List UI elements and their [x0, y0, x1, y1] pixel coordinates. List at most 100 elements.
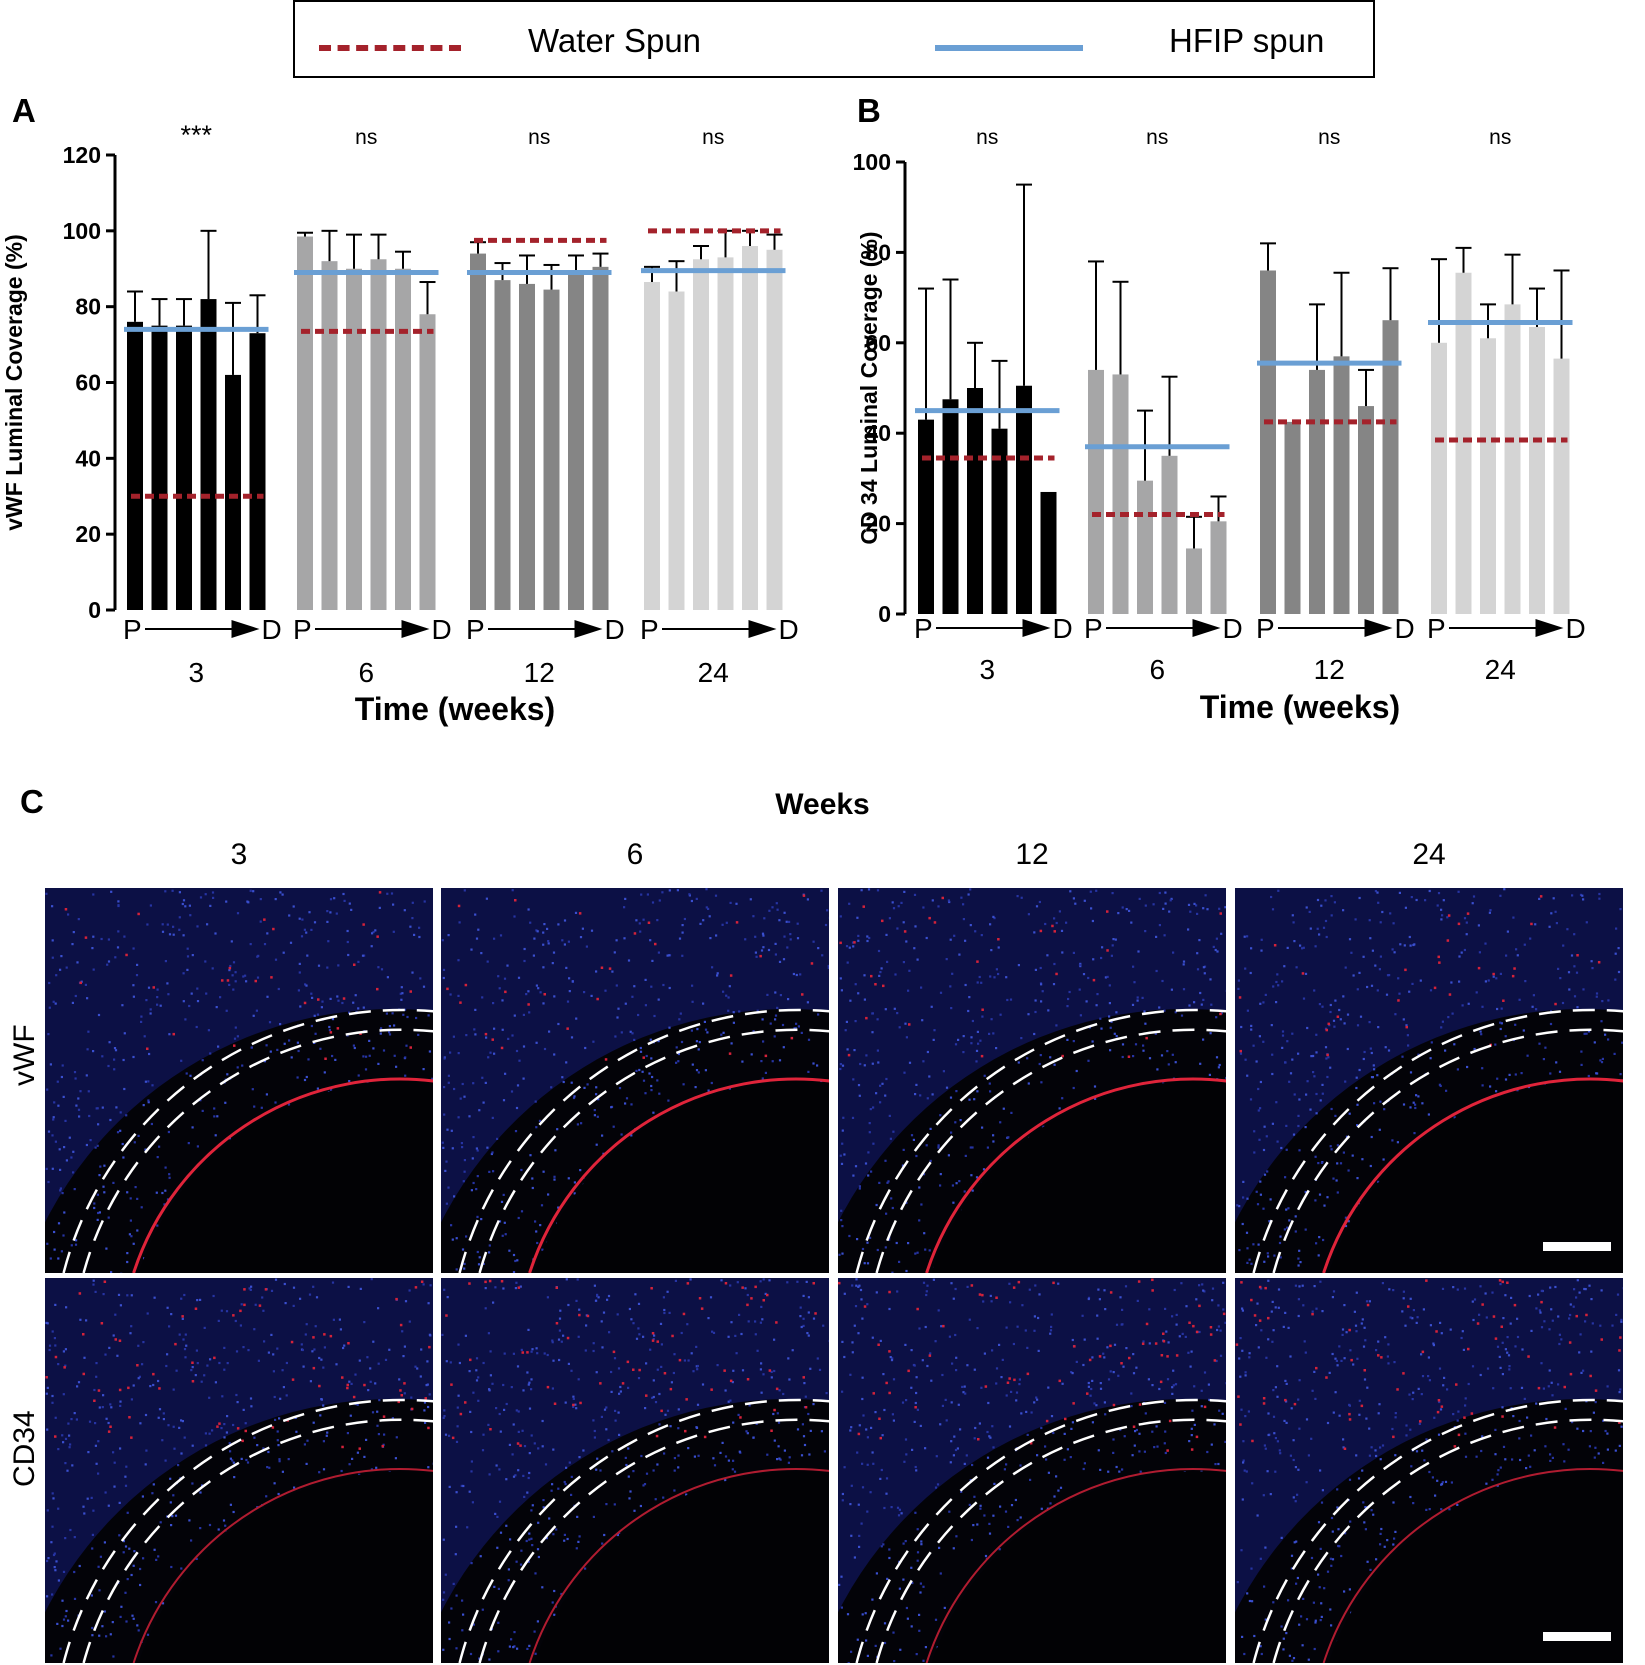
bar-week24-5 [1529, 326, 1545, 614]
significance-week6: ns [355, 126, 377, 149]
bar-week12-2 [494, 280, 511, 610]
y-tick-label-40: 40 [865, 420, 891, 446]
significance-week3: ns [976, 126, 998, 149]
scale-bar [1543, 1632, 1611, 1641]
bar-week3-6 [1040, 491, 1057, 614]
micrograph-cd34-week24 [1235, 1278, 1623, 1663]
inner-boundary-dashed [875, 1418, 1226, 1663]
inner-boundary-dashed [1272, 1028, 1623, 1273]
distal-mark-week12: D [1395, 613, 1415, 644]
bar-week24-3 [1480, 338, 1496, 614]
lumen [1328, 1081, 1623, 1273]
proximal-mark-week3: P [914, 613, 933, 644]
bar-week24-2 [668, 291, 685, 610]
tissue-region [441, 1278, 829, 1613]
y-tick-label-120: 120 [63, 142, 101, 168]
bar-week6-2 [1112, 374, 1129, 614]
proximal-mark-week6: P [1084, 613, 1103, 644]
panel-letter-a: A [12, 92, 36, 129]
lumen [138, 1081, 433, 1273]
legend-water-spun-swatch [319, 45, 461, 51]
significance-week24: ns [702, 126, 724, 149]
tissue-region [45, 888, 433, 1223]
lumen [534, 1471, 829, 1663]
bar-week24-1 [644, 282, 660, 610]
inner-boundary-dashed [875, 1028, 1226, 1273]
y-tick-label-20: 20 [865, 511, 891, 537]
lumen [1328, 1471, 1623, 1663]
bar-week3-2 [151, 325, 168, 610]
bar-week6-3 [1137, 480, 1153, 614]
proximal-mark-week24: P [640, 614, 659, 645]
tissue-region [441, 888, 829, 1223]
nuclei-speckle [1236, 888, 1623, 1267]
y-tick-label-100: 100 [853, 149, 891, 175]
panel-c-row-vwf: vWF [8, 1024, 41, 1086]
bar-week12-2 [1284, 421, 1301, 614]
proximal-mark-week12: P [466, 614, 485, 645]
bar-week12-4 [543, 289, 560, 610]
lumen-edge [1322, 1467, 1623, 1663]
bar-week12-1 [1260, 270, 1276, 614]
inner-boundary-dashed [1272, 1418, 1623, 1663]
tissue-region [1235, 1278, 1623, 1613]
panel-letter-c: C [20, 783, 44, 820]
y-tick-label-40: 40 [75, 445, 101, 471]
outer-boundary-dashed [1252, 1398, 1623, 1663]
bar-week6-6 [419, 314, 436, 610]
micrograph-vwf-week12 [838, 888, 1226, 1273]
y-tick-label-20: 20 [75, 521, 101, 547]
bar-week3-4 [991, 428, 1008, 614]
micrograph-image [1235, 1278, 1623, 1663]
arrow-head-week24 [1535, 619, 1564, 637]
arrow-head-week6 [401, 620, 430, 638]
legend: Water Spun HFIP spun [293, 0, 1375, 78]
lumen-edge [528, 1077, 829, 1273]
bar-week3-6 [249, 333, 266, 610]
distal-mark-week24: D [1566, 613, 1586, 644]
scale-bar [1543, 1242, 1611, 1251]
bar-week6-2 [321, 261, 338, 610]
micrograph-cd34-week3 [45, 1278, 433, 1663]
bar-week24-6 [1553, 358, 1570, 614]
bar-week6-4 [370, 259, 387, 610]
distal-mark-week12: D [605, 614, 625, 645]
week-label-24: 24 [1485, 654, 1516, 685]
outer-boundary-dashed [458, 1398, 829, 1663]
tissue-region [838, 888, 1226, 1223]
bar-week3-5 [1016, 385, 1032, 614]
bar-week24-6 [766, 249, 783, 610]
lumen [931, 1081, 1226, 1273]
micrograph-image [838, 888, 1226, 1273]
proximal-mark-week24: P [1427, 613, 1446, 644]
bar-week12-3 [1309, 369, 1325, 614]
inner-boundary-dashed [82, 1418, 433, 1663]
arrow-head-week3 [231, 620, 260, 638]
micrograph-image [1235, 888, 1623, 1273]
x-axis-title: Time (weeks) [1200, 689, 1400, 725]
y-axis-title: vWF Luminal Coverage (%) [1, 234, 27, 530]
y-tick-label-60: 60 [865, 330, 891, 356]
micrograph-cd34-week6 [441, 1278, 829, 1663]
x-axis-title: Time (weeks) [355, 691, 555, 727]
lumen [931, 1471, 1226, 1663]
bar-week12-6 [592, 266, 609, 610]
lumen [138, 1471, 433, 1663]
arrow-head-week12 [574, 620, 603, 638]
panel-c-column-12: 12 [1015, 838, 1049, 871]
week-label-3: 3 [979, 654, 995, 685]
y-tick-label-80: 80 [75, 294, 101, 320]
bar-week12-5 [568, 272, 584, 610]
panel-c-column-3: 3 [230, 838, 248, 871]
micrograph-vwf-week3 [45, 888, 433, 1273]
bar-week3-3 [967, 388, 983, 614]
bar-week12-6 [1382, 320, 1399, 614]
lumen [534, 1081, 829, 1273]
lumen-edge [132, 1467, 433, 1663]
significance-week12: ns [528, 126, 550, 149]
legend-hfip-spun-swatch [935, 45, 1083, 51]
bar-week6-5 [1186, 548, 1202, 614]
significance-week12: ns [1318, 126, 1340, 149]
arrow-head-week24 [748, 620, 777, 638]
micrograph-image [441, 888, 829, 1273]
